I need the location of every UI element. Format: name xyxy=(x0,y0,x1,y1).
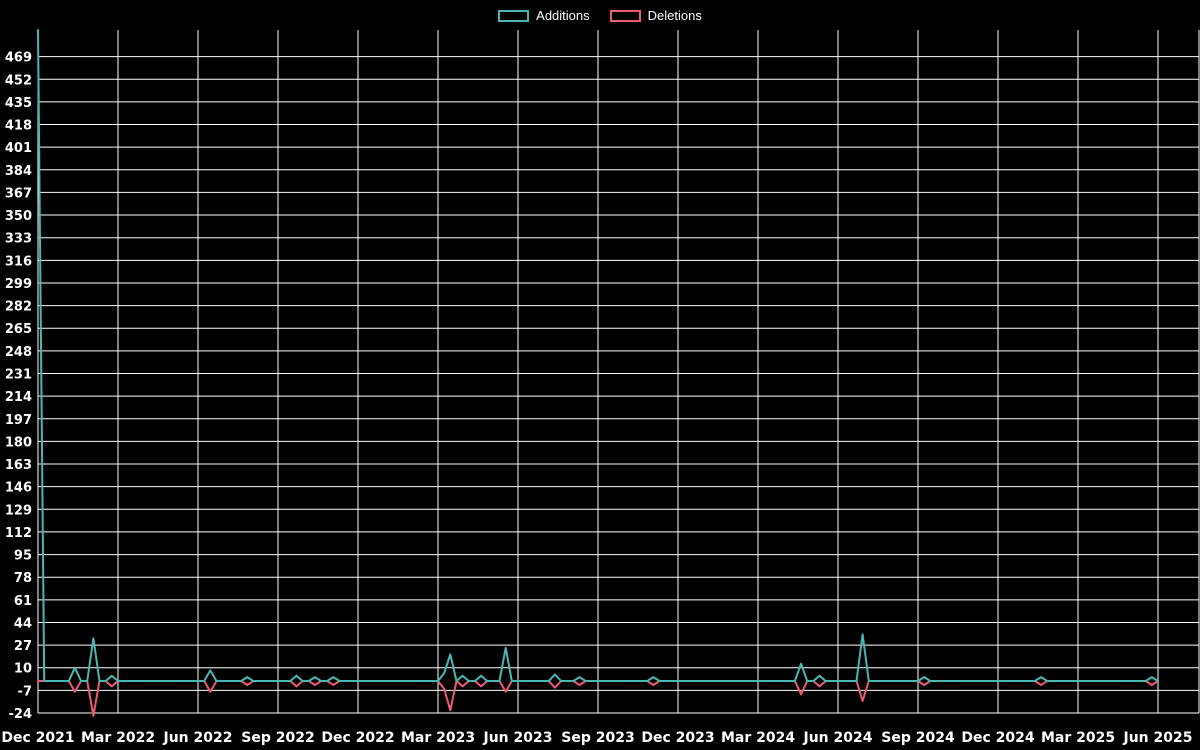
x-tick-label: Dec 2024 xyxy=(961,730,1035,746)
legend-item-additions[interactable]: Additions xyxy=(498,8,590,23)
x-tick-label: Mar 2023 xyxy=(401,730,475,746)
x-tick-label: Dec 2023 xyxy=(641,730,714,746)
x-tick-label: Sep 2022 xyxy=(241,730,314,746)
y-tick-label: 27 xyxy=(14,639,32,654)
y-tick-label: 401 xyxy=(5,141,32,156)
y-tick-label: 282 xyxy=(5,300,32,315)
legend-label-additions: Additions xyxy=(536,8,590,23)
legend-item-deletions[interactable]: Deletions xyxy=(609,8,702,23)
x-tick-label: Mar 2024 xyxy=(721,730,795,746)
y-tick-label: 469 xyxy=(5,51,32,66)
additions-swatch-icon xyxy=(498,9,530,22)
legend-label-deletions: Deletions xyxy=(647,8,702,23)
y-tick-label: 78 xyxy=(14,571,32,586)
y-tick-label: 231 xyxy=(5,367,32,382)
deletions-swatch-icon xyxy=(609,9,641,22)
x-tick-label: Jun 2023 xyxy=(483,730,553,746)
y-tick-label: -24 xyxy=(9,707,33,722)
x-tick-label: Sep 2024 xyxy=(881,730,955,746)
y-tick-label: 95 xyxy=(14,549,32,564)
x-tick-label: Mar 2022 xyxy=(81,730,155,746)
x-tick-label: Dec 2022 xyxy=(321,730,394,746)
y-tick-label: 265 xyxy=(5,322,32,337)
x-tick-label: Mar 2025 xyxy=(1041,730,1115,746)
y-tick-label: 350 xyxy=(5,209,32,224)
x-tick-label: Jun 2025 xyxy=(1123,730,1193,746)
y-tick-label: 435 xyxy=(5,96,32,111)
x-tick-label: Jun 2022 xyxy=(163,730,233,746)
y-tick-label: 146 xyxy=(5,481,32,496)
y-tick-label: 129 xyxy=(5,503,32,518)
y-tick-label: 10 xyxy=(14,662,32,677)
y-tick-label: 44 xyxy=(14,616,32,631)
y-tick-label: 180 xyxy=(5,435,32,450)
y-tick-label: 452 xyxy=(5,73,32,88)
x-tick-label: Sep 2023 xyxy=(561,730,634,746)
y-tick-label: 163 xyxy=(5,458,32,473)
y-tick-label: 197 xyxy=(5,413,32,428)
y-tick-label: 214 xyxy=(5,390,32,405)
y-tick-label: 367 xyxy=(5,186,32,201)
y-tick-label: 61 xyxy=(14,594,32,609)
y-tick-label: 333 xyxy=(5,232,32,247)
x-tick-label: Dec 2021 xyxy=(1,730,74,746)
y-tick-label: 384 xyxy=(5,164,32,179)
x-tick-label: Jun 2024 xyxy=(803,730,873,746)
additions-line xyxy=(37,29,1159,682)
y-tick-label: 112 xyxy=(5,526,32,541)
y-tick-label: 418 xyxy=(5,119,32,134)
y-tick-label: 299 xyxy=(5,277,32,292)
y-tick-label: 316 xyxy=(5,254,32,269)
chart-legend: Additions Deletions xyxy=(0,8,1200,23)
y-tick-label: -7 xyxy=(18,684,32,699)
y-tick-label: 248 xyxy=(5,345,32,360)
